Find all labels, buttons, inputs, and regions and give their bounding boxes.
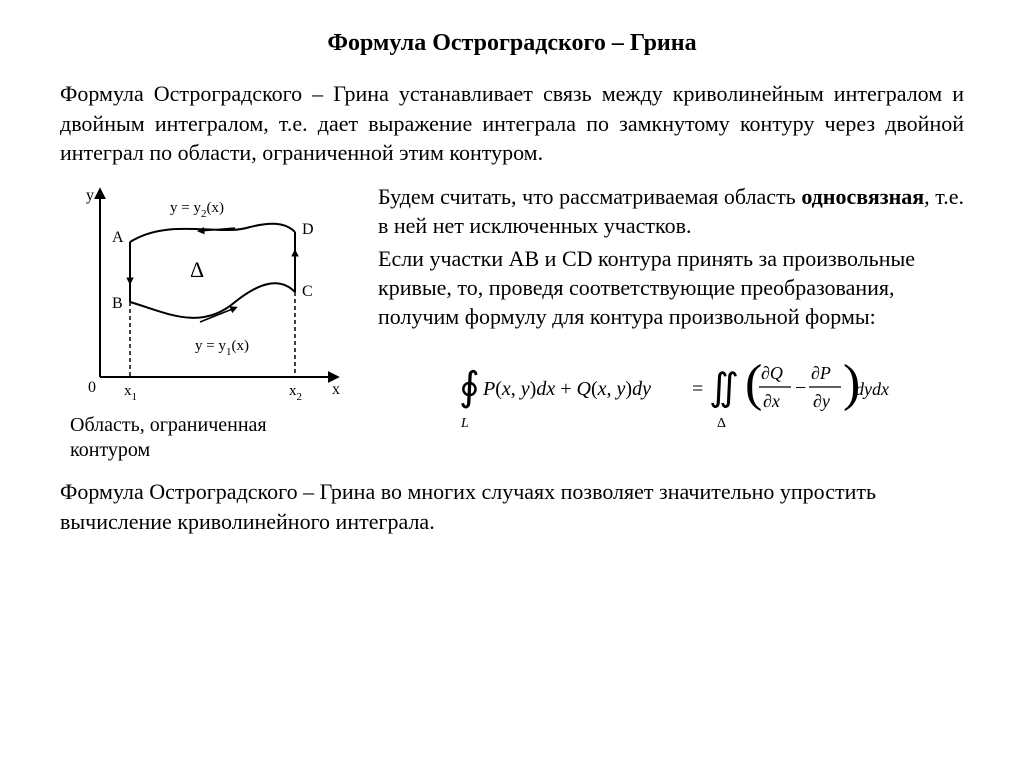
delta-label: Δ: [190, 257, 204, 282]
x2-label: x2: [289, 383, 302, 402]
bottom-curve-label: y = y1(x): [195, 338, 249, 358]
top-curve-label: y = y2(x): [170, 200, 224, 220]
label-A: A: [112, 229, 124, 246]
right-text: Будем считать, что рассматриваемая облас…: [378, 182, 964, 452]
intro-paragraph: Формула Остроградского – Грина устанавли…: [60, 79, 964, 168]
label-C: C: [302, 283, 313, 300]
svg-text:∂P: ∂P: [811, 363, 831, 383]
svg-text:P(x, y)dx + Q(x, y)dy: P(x, y)dx + Q(x, y)dy: [482, 378, 651, 400]
figure-caption: Область, ограниченная контуром: [60, 413, 360, 463]
origin-label: 0: [88, 379, 96, 396]
x1-label: x1: [124, 383, 137, 402]
conclusion-paragraph: Формула Остроградского – Грина во многих…: [60, 477, 964, 536]
page-title: Формула Остроградского – Грина: [60, 30, 964, 57]
svg-text:∂y: ∂y: [813, 391, 830, 411]
svg-text:L: L: [460, 416, 469, 431]
svg-text:−: −: [795, 377, 806, 399]
svg-text:(: (: [745, 355, 762, 412]
greens-formula: ∮ L P(x, y)dx + Q(x, y)dy = ∬ Δ ( ) ∂Q: [378, 345, 964, 442]
figure-text-row: y x 0 A: [60, 182, 964, 463]
svg-text:dydx: dydx: [855, 379, 889, 399]
region-diagram: y x 0 A: [60, 182, 350, 402]
svg-text:Δ: Δ: [717, 416, 726, 431]
svg-text:∮: ∮: [459, 364, 480, 409]
svg-text:∬: ∬: [709, 367, 739, 409]
label-B: B: [112, 295, 123, 312]
svg-text:∂x: ∂x: [763, 391, 780, 411]
y-axis-label: y: [86, 187, 94, 204]
x-axis-label: x: [332, 381, 340, 398]
svg-text:∂Q: ∂Q: [761, 363, 783, 383]
label-D: D: [302, 221, 314, 238]
svg-text:=: =: [692, 378, 703, 400]
